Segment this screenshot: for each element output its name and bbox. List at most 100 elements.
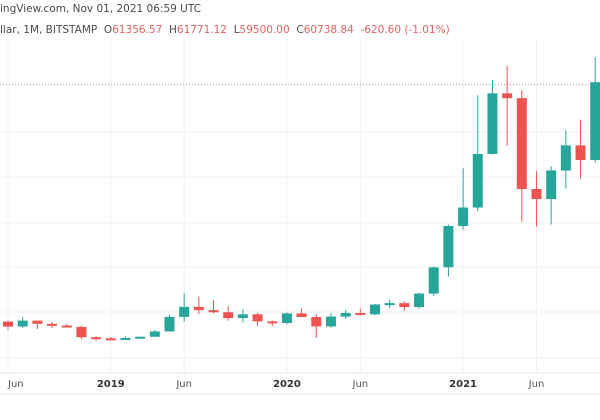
candle-body — [325, 316, 336, 327]
candle-2020-11[interactable] — [428, 266, 439, 297]
candle-body — [340, 312, 351, 317]
candle-body — [17, 320, 28, 327]
candle-2020-05[interactable] — [340, 310, 351, 319]
candle-body — [193, 306, 204, 311]
candle-2018-08[interactable] — [32, 320, 43, 329]
source-timestamp: ingView.com, Nov 01, 2021 06:59 UTC — [0, 3, 201, 15]
x-tick-label: Jun — [175, 379, 192, 390]
candle-body — [61, 325, 72, 328]
candle-2021-02[interactable] — [472, 95, 483, 212]
symbol-label: llar, 1M, BITSTAMP — [0, 24, 98, 36]
candle-2020-08[interactable] — [384, 299, 395, 309]
candle-body — [179, 306, 190, 317]
candle-2021-10[interactable] — [590, 57, 600, 163]
candle-body — [428, 267, 439, 294]
candle-body — [135, 336, 146, 339]
close-value: 60738.84 — [303, 24, 354, 36]
low-label: L — [233, 24, 240, 36]
candle-2020-09[interactable] — [399, 301, 410, 312]
candle-2020-07[interactable] — [370, 304, 380, 316]
candle-2020-01[interactable] — [281, 312, 292, 325]
x-tick-label: Jun — [528, 379, 545, 390]
symbol-ohlc-line: llar, 1M, BITSTAMP O61356.57 H61771.12 L… — [0, 24, 450, 36]
candle-body — [76, 326, 87, 338]
candle-body — [47, 323, 58, 326]
candle-body — [281, 313, 292, 324]
candles — [3, 57, 600, 341]
candle-2019-09[interactable] — [223, 306, 234, 321]
candle-2021-07[interactable] — [546, 166, 557, 225]
x-tick-label: 2021 — [449, 379, 477, 390]
candle-body — [472, 153, 483, 208]
candle-2020-03[interactable] — [311, 314, 322, 338]
candle-2019-11[interactable] — [252, 312, 263, 326]
candle-2021-08[interactable] — [560, 130, 571, 189]
x-tick-label: 2020 — [273, 379, 301, 390]
candle-body — [414, 293, 425, 308]
candle-body — [105, 338, 116, 341]
candle-2021-09[interactable] — [575, 119, 586, 179]
candle-2020-10[interactable] — [414, 292, 425, 309]
candle-2018-11[interactable] — [76, 325, 87, 340]
candle-2019-07[interactable] — [193, 296, 204, 315]
candle-2019-05[interactable] — [164, 314, 175, 332]
candle-2018-06[interactable] — [3, 320, 13, 330]
candle-2018-09[interactable] — [47, 322, 58, 328]
candle-body — [560, 145, 571, 171]
candle-body — [516, 98, 527, 190]
candle-body — [399, 303, 410, 308]
candle-body — [458, 207, 469, 226]
candle-body — [487, 93, 498, 154]
close-label: C — [296, 24, 304, 36]
candle-2018-10[interactable] — [61, 323, 72, 328]
candle-2019-12[interactable] — [267, 320, 278, 327]
candle-2021-01[interactable] — [458, 168, 469, 230]
candle-2020-04[interactable] — [325, 312, 336, 328]
candle-2018-12[interactable] — [91, 336, 102, 341]
high-label: H — [168, 24, 177, 36]
open-value: 61356.57 — [112, 24, 163, 36]
open-label: O — [103, 24, 113, 36]
time-axis: Jun 2019 Jun 2020 Jun 2021 Jun — [0, 372, 600, 395]
candle-2019-06[interactable] — [179, 293, 190, 322]
candle-body — [311, 316, 322, 327]
candle-2019-03[interactable] — [135, 336, 146, 339]
candle-body — [237, 314, 248, 319]
high-value: 61771.12 — [176, 24, 227, 36]
candle-2019-08[interactable] — [208, 300, 219, 314]
candle-2019-10[interactable] — [237, 308, 248, 323]
candle-2020-02[interactable] — [296, 308, 307, 318]
candle-2018-07[interactable] — [17, 317, 28, 328]
candle-2021-04[interactable] — [502, 66, 513, 146]
candle-body — [575, 145, 586, 161]
candle-body — [267, 321, 278, 324]
candle-body — [91, 337, 102, 340]
candle-body — [546, 170, 557, 200]
candle-body — [223, 312, 234, 319]
candle-body — [531, 189, 542, 200]
candle-2019-02[interactable] — [120, 336, 131, 341]
x-tick-label: Jun — [7, 379, 24, 390]
grid — [0, 40, 600, 373]
candle-body — [120, 338, 131, 341]
candle-body — [164, 316, 175, 332]
candle-2019-04[interactable] — [149, 330, 160, 337]
candle-2021-05[interactable] — [516, 90, 527, 222]
candle-body — [296, 313, 307, 317]
candle-body — [502, 93, 513, 99]
candle-body — [590, 82, 600, 161]
x-tick-label: Jun — [352, 379, 369, 390]
candle-2021-06[interactable] — [531, 171, 542, 227]
candle-body — [355, 312, 366, 315]
candle-2020-12[interactable] — [443, 224, 454, 277]
candle-body — [252, 314, 263, 322]
candle-body — [384, 303, 395, 306]
candle-body — [443, 225, 454, 268]
candle-body — [370, 304, 380, 315]
candle-body — [149, 331, 160, 337]
candle-2021-03[interactable] — [487, 80, 498, 155]
candle-2019-01[interactable] — [105, 336, 116, 341]
x-tick-label: 2019 — [97, 379, 125, 390]
candle-2020-06[interactable] — [355, 308, 366, 316]
